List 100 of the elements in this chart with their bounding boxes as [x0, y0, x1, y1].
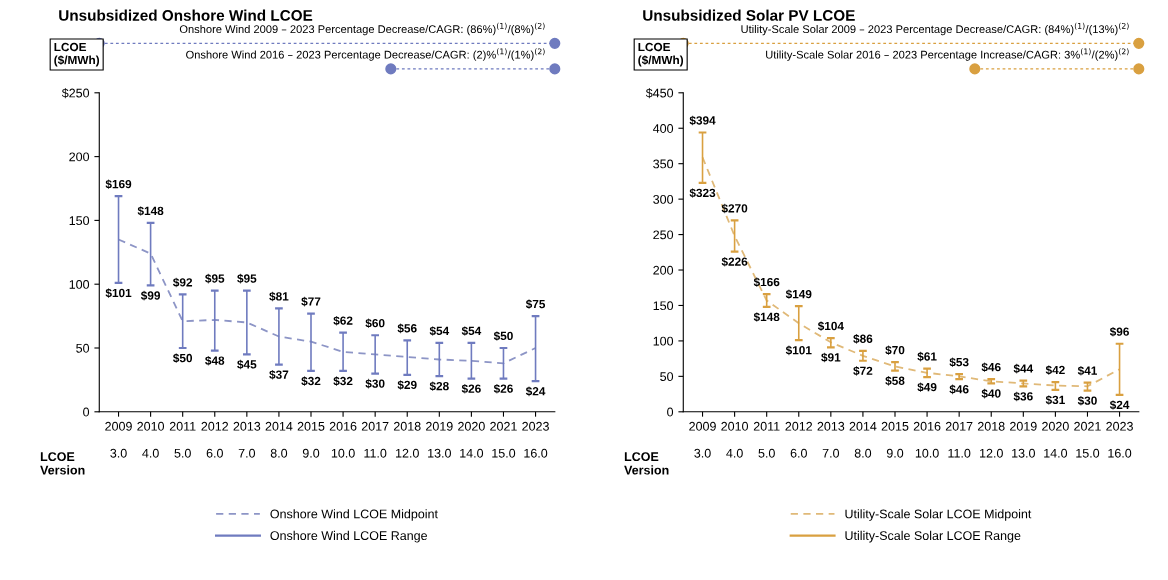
y-tick-label: 200 [653, 265, 674, 275]
y-tick-label: $450 [645, 88, 674, 99]
y-tick-label: 50 [660, 372, 674, 382]
y-tick-label: 300 [653, 194, 674, 204]
category-label: 2020 14.0 [458, 421, 485, 458]
category-label: 2018 12.0 [977, 421, 1005, 458]
y-tick-label: 100 [653, 336, 674, 346]
legend-label: Onshore Wind LCOE Midpoint [270, 509, 438, 521]
annotation: $30 [365, 378, 385, 389]
annotation: $58 [885, 376, 905, 386]
category-label: 2013 7.0 [233, 421, 261, 458]
annotation: $50 [493, 331, 513, 341]
annotation: $32 [333, 376, 353, 386]
category-label: 2018 12.0 [393, 421, 421, 458]
annotation: $226 [721, 256, 748, 267]
annotation: $41 [1077, 365, 1097, 376]
annotation: $54 [429, 326, 450, 336]
annotation: $75 [525, 299, 546, 309]
y-tick-label: 0 [83, 407, 90, 417]
annotation: $394 [689, 115, 716, 126]
annotation: $48 [205, 355, 225, 366]
legend-label: Utility-Scale Solar LCOE Range [845, 530, 1021, 543]
annotation: $49 [917, 382, 937, 393]
category-label: 2020 14.0 [1042, 421, 1069, 458]
annotation: $60 [365, 318, 385, 329]
category-label: 2016 10.0 [913, 421, 941, 458]
category-label: 2014 8.0 [265, 421, 293, 458]
text: LCOE Version [40, 452, 85, 475]
legend-label: Utility-Scale Solar LCOE Midpoint [845, 509, 1032, 521]
text: Onshore Wind 2009 – 2023 Percentage Decrease/CAGR: (86%)$^{(1)}$/(8%)$^{(2)}$ [179, 22, 545, 36]
annotation: $37 [269, 369, 289, 380]
annotation: $95 [205, 273, 225, 284]
y-axis-title: LCOE ($/MWh) [638, 42, 684, 67]
annotation: $24 [1109, 400, 1130, 410]
annotation: $96 [1109, 326, 1129, 337]
category-label: 2011 5.0 [753, 421, 780, 458]
y-tick-label: 200 [69, 152, 90, 162]
annotation: $31 [1045, 395, 1065, 405]
category-label: 2009 3.0 [689, 421, 716, 458]
y-tick-label: 150 [653, 301, 674, 311]
annotation: $40 [981, 388, 1001, 399]
annotation: $323 [689, 188, 716, 198]
y-tick-label: 50 [76, 343, 90, 353]
category-label: 2012 6.0 [785, 421, 813, 458]
annotation: $50 [172, 353, 193, 363]
text: LCOE Version [624, 452, 669, 475]
category-label: 2021 15.0 [490, 421, 517, 458]
category-label: 2019 13.0 [426, 421, 453, 458]
y-tick-label: 150 [69, 216, 90, 226]
category-label: 2017 11.0 [945, 421, 973, 458]
y-tick-label: 250 [653, 230, 674, 240]
chart-title: Unsubsidized Onshore Wind LCOE [59, 9, 313, 21]
text: Onshore Wind 2016 – 2023 Percentage Decrease/CAGR: (2)%$^{(1)}$/(1%)$^{(2)}$ [186, 48, 545, 61]
annotation: $77 [301, 296, 321, 307]
category-label: 2019 13.0 [1010, 421, 1037, 458]
annotation: $26 [493, 383, 513, 394]
category-label: 2015 9.0 [297, 421, 325, 458]
category-label: 2011 5.0 [169, 421, 196, 458]
category-label: 2021 15.0 [1074, 421, 1101, 458]
legend-label: Onshore Wind LCOE Range [270, 530, 428, 543]
annotation: $54 [461, 326, 482, 336]
annotation: $36 [1013, 391, 1033, 402]
category-label: 2010 4.0 [721, 421, 749, 458]
annotation: $61 [917, 351, 937, 362]
category-label: 2023 16.0 [522, 421, 549, 458]
annotation: $45 [237, 359, 257, 370]
annotation: $28 [429, 381, 449, 392]
category-label: 2009 3.0 [105, 421, 132, 458]
annotation: $26 [461, 383, 481, 394]
y-tick-label: 0 [667, 407, 674, 417]
annotation: $104 [817, 321, 844, 331]
y-tick-label: 350 [653, 159, 674, 169]
annotation: $70 [885, 345, 905, 356]
annotation: $148 [753, 312, 780, 322]
annotation: $42 [1045, 365, 1065, 375]
annotation: $270 [721, 203, 748, 214]
text: Utility-Scale Solar 2009 – 2023 Percentage Decrease/CAGR: (84%)$^{(1)}$/(13%)$^{(2)}$ [741, 22, 1129, 36]
category-label: 2013 7.0 [817, 421, 845, 458]
annotation: $53 [949, 357, 969, 368]
annotation: $169 [105, 179, 132, 190]
annotation: $56 [397, 323, 417, 334]
y-axis-title: LCOE ($/MWh) [54, 42, 100, 67]
annotation: $101 [785, 345, 812, 356]
annotation: $44 [1013, 363, 1034, 374]
category-label: 2015 9.0 [881, 421, 909, 458]
annotation: $149 [785, 289, 812, 300]
category-label: 2023 16.0 [1106, 421, 1133, 458]
category-label: 2012 6.0 [201, 421, 229, 458]
annotation: $62 [333, 315, 353, 326]
annotation: $99 [140, 290, 161, 301]
annotation: $86 [853, 334, 873, 344]
annotation: $29 [397, 380, 417, 390]
annotation: $32 [301, 376, 321, 386]
annotation: $95 [237, 273, 257, 284]
category-label: 2014 8.0 [849, 421, 877, 458]
annotation: $30 [1077, 395, 1097, 406]
category-label: 2017 11.0 [361, 421, 389, 458]
annotation: $81 [269, 291, 289, 302]
annotation: $46 [981, 362, 1001, 373]
category-label: 2016 10.0 [329, 421, 357, 458]
